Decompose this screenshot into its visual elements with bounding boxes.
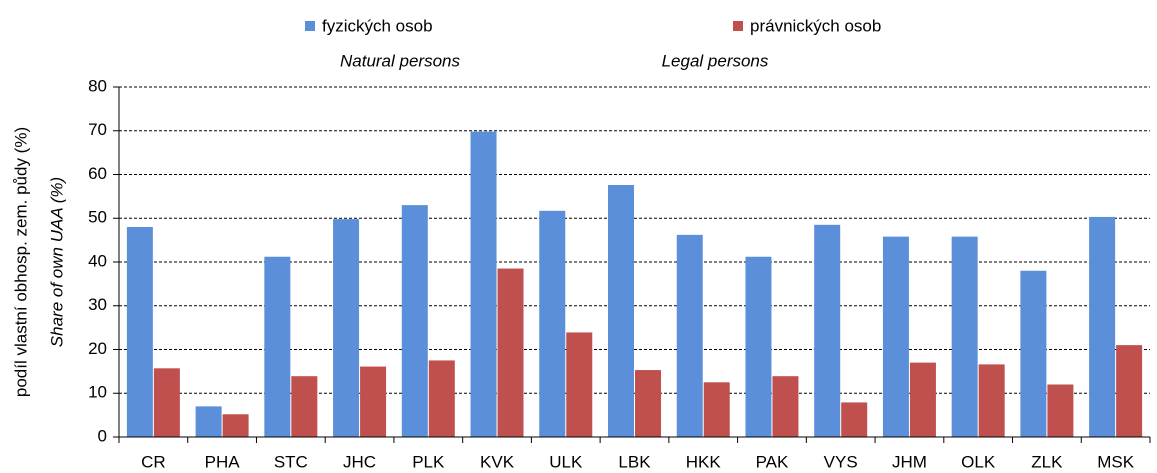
x-tick-label: ZLK [1031, 452, 1063, 471]
y-tick-label: 0 [98, 426, 107, 445]
bar [153, 368, 180, 437]
bar [909, 362, 936, 437]
bar [539, 210, 566, 437]
bar [1116, 345, 1143, 437]
bar [566, 332, 593, 437]
bar [1020, 270, 1047, 437]
bar [360, 366, 387, 437]
y-tick-label: 50 [88, 208, 107, 227]
x-tick-label: ULK [549, 452, 583, 471]
y-axis-label: podíl vlastní obhosp. zem. půdy (%) [11, 127, 30, 397]
legend-swatch [733, 21, 743, 31]
x-tick-label: PAK [756, 452, 789, 471]
legend-label-en: Natural persons [340, 51, 461, 70]
bar [635, 370, 661, 437]
bar [882, 236, 909, 437]
y-tick-label: 10 [88, 383, 107, 402]
x-tick-label: HKK [686, 452, 722, 471]
legend-label-en: Legal persons [662, 51, 769, 70]
x-tick-label: STC [274, 452, 308, 471]
bar [222, 414, 249, 437]
bar [126, 227, 153, 437]
y-tick-label: 20 [88, 339, 107, 358]
bar [428, 360, 455, 437]
bar [401, 205, 428, 437]
bar [470, 131, 497, 437]
x-tick-label: LBK [618, 452, 651, 471]
y-tick-label: 70 [88, 120, 107, 139]
bar [291, 376, 318, 437]
legend-label: fyzických osob [322, 16, 433, 35]
x-tick-label: OLK [961, 452, 996, 471]
bar [951, 236, 978, 437]
x-tick-label: PHA [205, 452, 241, 471]
bar [745, 256, 772, 437]
x-tick-label: JHC [343, 452, 376, 471]
x-tick-label: MSK [1097, 452, 1135, 471]
bar [333, 219, 360, 437]
y-tick-label: 40 [88, 251, 107, 270]
x-tick-label: VYS [824, 452, 858, 471]
bar [772, 376, 799, 437]
bar [1047, 384, 1074, 437]
bar [1089, 216, 1116, 437]
x-tick-label: PLK [412, 452, 445, 471]
bar [814, 224, 841, 437]
bar [608, 185, 634, 437]
x-tick-label: CR [141, 452, 166, 471]
bar [703, 382, 730, 437]
x-tick-label: JHM [892, 452, 927, 471]
bar [676, 234, 703, 437]
x-tick-label: KVK [480, 452, 515, 471]
y-axis-label-en: Share of own UAA (%) [47, 177, 66, 347]
legend-swatch [305, 21, 315, 31]
y-tick-label: 30 [88, 295, 107, 314]
bar [497, 268, 524, 437]
y-tick-label: 60 [88, 164, 107, 183]
legend-label: právnických osob [750, 16, 881, 35]
bar [978, 364, 1005, 437]
bar [264, 256, 291, 437]
bar [841, 402, 868, 437]
bar [195, 406, 222, 437]
y-tick-label: 80 [88, 76, 107, 95]
